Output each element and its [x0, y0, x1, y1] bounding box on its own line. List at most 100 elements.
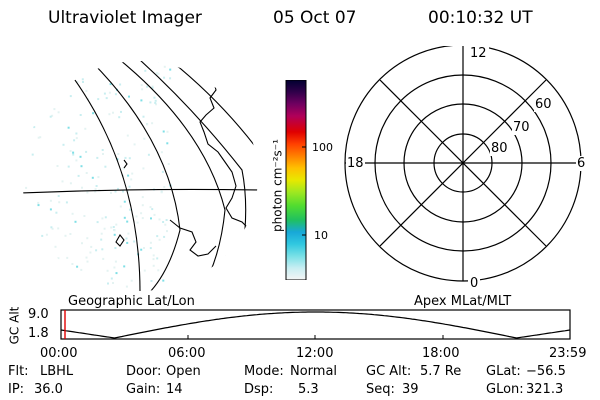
aurora-pixel	[67, 126, 70, 129]
aurora-pixel	[157, 72, 160, 75]
aurora-pixel	[166, 230, 168, 233]
aurora-pixel	[22, 288, 24, 291]
aurora-pixel	[72, 153, 75, 156]
aurora-pixel	[49, 208, 52, 211]
mode-label: Mode:	[244, 364, 284, 379]
aurora-pixel	[36, 79, 39, 82]
aurora-pixel	[123, 265, 126, 268]
aurora-pixel	[130, 178, 133, 181]
aurora-pixel	[140, 99, 143, 102]
meridian-line	[89, 61, 181, 291]
aurora-pixel	[133, 143, 136, 146]
seq-value: 39	[402, 382, 419, 397]
aurora-pixel	[28, 122, 31, 125]
aurora-pixel	[143, 247, 145, 249]
aurora-pixel	[49, 199, 52, 202]
lat-label-80: 80	[490, 141, 509, 156]
aurora-pixel	[108, 91, 111, 94]
aurora-pixel	[128, 157, 131, 160]
aurora-pixel	[96, 221, 99, 224]
aurora-pixel	[58, 201, 61, 204]
aurora-pixel	[127, 174, 130, 177]
aurora-pixel	[23, 128, 26, 131]
aurora-pixel	[126, 134, 129, 137]
aurora-pixel	[104, 216, 107, 219]
aurora-pixel	[103, 227, 106, 230]
colorbar-tick-10: 10	[314, 229, 328, 242]
aurora-pixel	[165, 219, 168, 221]
aurora-pixel	[100, 238, 103, 241]
aurora-pixel	[163, 235, 166, 238]
aurora-pixel	[77, 174, 80, 177]
glat-value: −56.5	[526, 364, 566, 379]
aurora-pixel	[71, 212, 74, 215]
aurora-pixel	[22, 117, 24, 120]
aurora-pixel	[66, 256, 69, 259]
aurora-pixel	[67, 165, 70, 168]
aurora-pixel	[26, 236, 29, 239]
aurora-pixel	[53, 108, 56, 111]
aurora-pixel	[113, 266, 116, 269]
mlt-label-0: 0	[468, 276, 481, 291]
coastline	[199, 74, 251, 291]
aurora-pixel	[25, 91, 28, 94]
coastline	[215, 67, 239, 79]
aurora-pixel	[124, 156, 127, 159]
aurora-pixel	[35, 270, 38, 273]
aurora-pixel	[89, 61, 92, 63]
aurora-pixel	[93, 61, 96, 63]
aurora-pixel	[158, 218, 161, 221]
aurora-pixel	[143, 269, 146, 272]
aurora-pixel	[57, 257, 60, 260]
aurora-pixel	[23, 258, 26, 261]
aurora-pixel	[123, 216, 126, 219]
meridian-line	[59, 61, 141, 291]
aurora-pixel	[50, 226, 53, 229]
aurora-pixel	[22, 252, 23, 255]
aurora-pixel	[43, 72, 46, 75]
aurora-pixel	[75, 137, 78, 140]
altitude-plot	[60, 309, 571, 340]
aurora-pixel	[23, 269, 26, 272]
aurora-pixel	[127, 190, 129, 193]
aurora-pixel	[81, 78, 84, 81]
altitude-ylabel: GC Alt	[7, 306, 22, 345]
aurora-pixel	[90, 245, 93, 248]
aurora-pixel	[76, 81, 79, 83]
dsp-label: Dsp:	[244, 382, 274, 397]
glat-label: GLat:	[486, 364, 521, 379]
aurora-pixel	[38, 108, 41, 111]
aurora-pixel	[25, 286, 28, 289]
aurora-pixel	[51, 75, 54, 78]
glon-value: 321.3	[526, 382, 564, 397]
island-outline	[123, 159, 128, 169]
aurora-pixel	[97, 98, 100, 101]
aurora-pixel	[122, 190, 124, 193]
meridian-line	[139, 61, 247, 291]
aurora-pixel	[129, 208, 131, 211]
aurora-pixel	[80, 165, 83, 168]
aurora-pixel	[135, 215, 138, 218]
aurora-pixel	[149, 101, 152, 104]
aurora-pixel	[126, 220, 129, 223]
aurora-pixel	[54, 245, 57, 248]
aurora-pixel	[162, 279, 165, 282]
aurora-pixel	[158, 238, 161, 241]
lat-label-60: 60	[534, 97, 553, 112]
aurora-pixel	[114, 247, 117, 249]
aurora-pixel	[141, 204, 144, 207]
aurora-pixel	[82, 81, 84, 83]
geographic-caption: Geographic Lat/Lon	[68, 294, 195, 309]
aurora-pixel	[64, 234, 67, 237]
aurora-pixel	[49, 65, 52, 68]
aurora-pixel	[130, 279, 133, 282]
xtick-0000: 00:00	[40, 346, 78, 361]
aurora-pixel	[152, 254, 155, 257]
aurora-pixel	[86, 191, 89, 194]
aurora-pixel	[167, 163, 170, 165]
aurora-pixel	[44, 254, 47, 257]
aurora-pixel	[69, 233, 72, 235]
aurora-pixel	[94, 190, 97, 193]
aurora-pixel	[149, 206, 152, 209]
aurora-pixel	[163, 65, 166, 68]
